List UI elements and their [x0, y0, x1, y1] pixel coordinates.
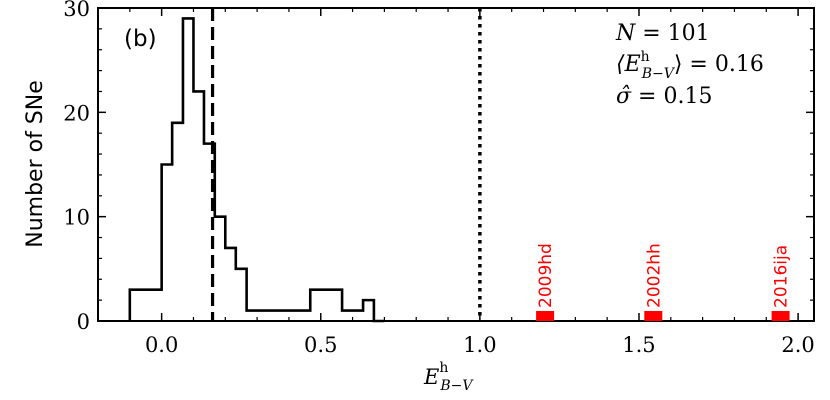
y-tick-label: 30: [63, 0, 90, 21]
outlier-marker: [771, 311, 790, 321]
stat-n: N = 101: [615, 21, 710, 46]
x-tick-label: 1.0: [463, 333, 496, 357]
stat-mean: ⟨Eh B−V⟩ = 0.16: [616, 49, 764, 82]
x-tick-label: 0.5: [304, 333, 337, 357]
histogram-outline: [128, 17, 385, 323]
outlier-label: 2009hd: [536, 243, 556, 308]
outlier-label: 2016ija: [772, 245, 792, 308]
y-tick-label: 20: [63, 101, 90, 125]
y-tick-label: 10: [63, 206, 90, 230]
stat-sigma: σ̂ = 0.15: [616, 84, 712, 109]
plot-frame: [97, 7, 815, 322]
y-tick-label: 0: [77, 310, 90, 334]
x-axis-ticks: 0.0 0.5 1.0 1.5 2.0: [129, 8, 815, 357]
x-tick-label: 0.0: [145, 333, 178, 357]
panel-label: (b): [124, 26, 157, 52]
outlier-marker: [536, 311, 555, 321]
outlier-markers: 2009hd 2002hh 2016ija: [536, 243, 792, 321]
y-axis-ticks: 0 10 20 30: [63, 0, 814, 334]
outlier-label: 2002hh: [644, 243, 664, 308]
x-axis-label: Eh B−V: [423, 360, 474, 394]
outlier-marker: [644, 311, 663, 321]
x-tick-label: 1.5: [622, 333, 655, 357]
y-axis-label: Number of SNe: [23, 80, 48, 248]
x-tick-label: 2.0: [781, 333, 814, 357]
